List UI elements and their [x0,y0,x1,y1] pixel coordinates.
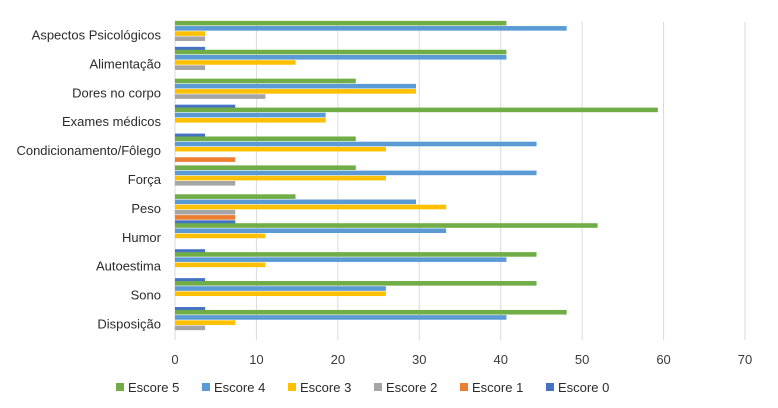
category-label: Força [128,172,162,187]
bar-escore-5 [175,107,658,113]
legend-item: Escore 2 [374,380,437,395]
category-label: Exames médicos [62,114,161,129]
x-tick-label: 40 [493,352,507,367]
x-tick-label: 10 [249,352,263,367]
bar-escore-3 [175,31,206,36]
bar-escore-4 [175,83,417,89]
bar-escore-4 [175,228,447,234]
bar-escore-5 [175,223,598,228]
bar-escore-3 [175,291,386,297]
bar-escore-3 [175,89,417,94]
category-label: Humor [122,230,162,245]
x-tick-label: 20 [331,352,345,367]
bar-escore-4 [175,54,507,60]
bar-escore-5 [175,165,356,170]
bar-escore-2 [175,36,206,42]
legend-item: Escore 1 [460,380,523,395]
legend-label: Escore 1 [472,380,523,395]
legend-swatch [288,383,296,391]
x-axis-ticks: 0 10 20 30 40 50 60 70 [171,352,752,367]
x-tick-label: 0 [171,352,178,367]
legend-label: Escore 4 [214,380,265,395]
x-tick-label: 60 [656,352,670,367]
bar-escore-3 [175,117,326,123]
x-tick-label: 50 [575,352,589,367]
legend-item: Escore 0 [546,380,609,395]
bar-escore-5 [175,78,356,84]
bar-escore-0 [175,46,206,52]
bar-escore-3 [175,233,266,239]
legend-swatch [460,383,468,391]
bar-escore-5 [175,49,507,55]
bar-escore-4 [175,315,507,320]
bar-escore-5 [175,309,567,315]
bar-escore-4 [175,112,326,118]
legend-label: Escore 5 [128,380,179,395]
x-tick-label: 30 [412,352,426,367]
bar-escore-2 [175,65,206,70]
bar-escore-2 [175,325,206,331]
bar-escore-0 [175,249,206,254]
x-tick-label: 70 [738,352,752,367]
bar-escore-0 [175,307,206,312]
bar-escore-3 [175,262,266,268]
legend-swatch [116,383,124,391]
bar-escore-0 [175,133,206,139]
bars [175,20,658,331]
bar-escore-0 [175,278,206,283]
legend-swatch [546,383,554,391]
bar-escore-1 [175,215,236,220]
legend: Escore 5 Escore 4 Escore 3 Escore 2 Escore 1… [116,380,609,395]
bar-escore-5 [175,20,507,26]
legend-swatch [374,383,382,391]
bar-escore-4 [175,141,537,147]
legend-swatch [202,383,210,391]
category-label: Peso [131,201,161,216]
legend-item: Escore 4 [202,380,265,395]
legend-item: Escore 5 [116,380,179,395]
bar-escore-3 [175,175,386,181]
category-labels: Aspectos Psicológicos Alimentação Dores no… [16,27,161,331]
category-label: Disposição [97,317,161,332]
bar-escore-2 [175,209,236,215]
legend-item: Escore 3 [288,380,351,395]
bar-escore-4 [175,286,386,291]
bar-escore-4 [175,199,417,205]
bar-escore-4 [175,257,507,262]
category-label: Dores no corpo [72,85,161,100]
bar-escore-4 [175,170,537,176]
bar-escore-3 [175,60,296,65]
legend-label: Escore 0 [558,380,609,395]
bar-escore-2 [175,94,266,99]
bar-escore-3 [175,320,236,325]
bar-escore-0 [175,220,236,225]
bar-escore-0 [175,104,236,110]
bar-escore-5 [175,281,537,286]
legend-label: Escore 2 [386,380,437,395]
bar-escore-3 [175,146,386,152]
category-label: Alimentação [89,56,161,71]
grid-lines [174,22,746,340]
bar-escore-5 [175,136,356,142]
bar-escore-3 [175,204,447,210]
bar-escore-5 [175,194,296,199]
bar-escore-5 [175,252,537,257]
category-label: Sono [131,288,161,303]
bar-escore-4 [175,26,567,31]
bar-escore-1 [175,157,236,162]
category-label: Autoestima [96,259,162,274]
category-label: Condicionamento/Fôlego [16,143,161,158]
category-label: Aspectos Psicológicos [32,27,162,42]
legend-label: Escore 3 [300,380,351,395]
bar-escore-2 [175,181,236,186]
